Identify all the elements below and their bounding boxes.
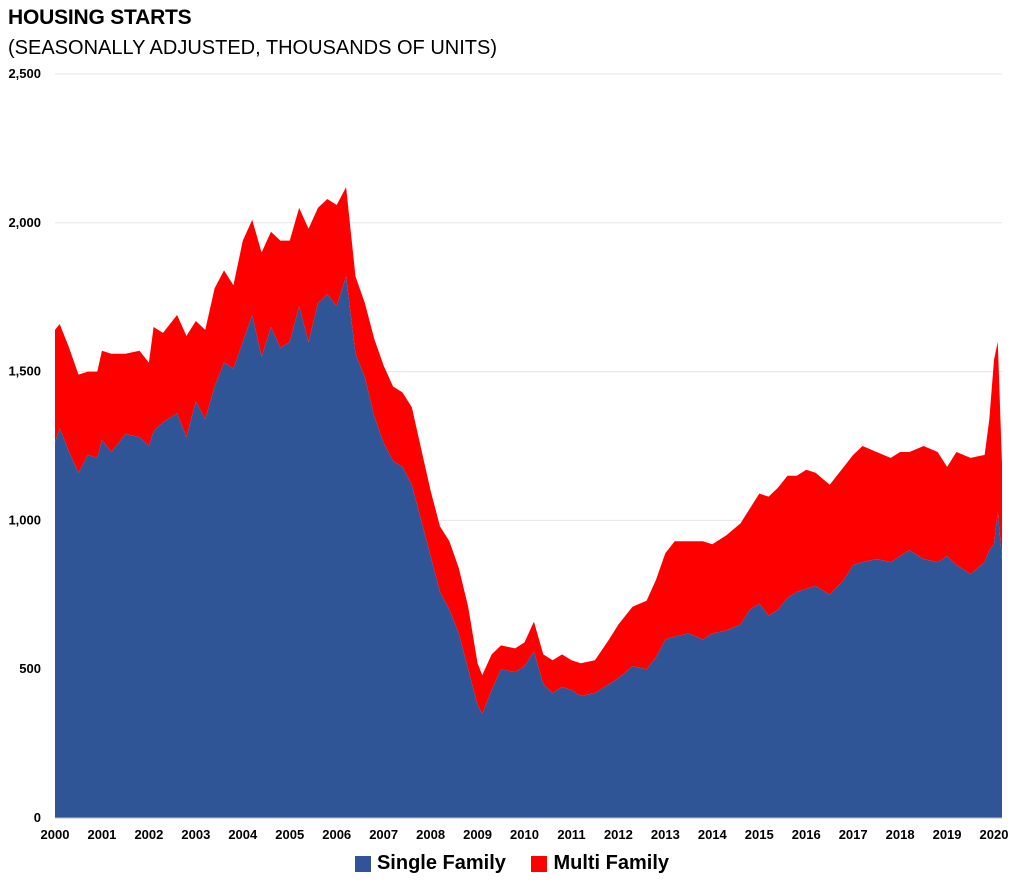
y-tick-label: 2,500 (8, 66, 41, 81)
legend-label-multi-family: Multi Family (553, 852, 670, 874)
legend-item-single-family: Single Family (354, 852, 506, 875)
x-tick-label: 2011 (557, 827, 585, 842)
legend-item-multi-family: Multi Family (531, 852, 669, 875)
x-tick-label: 2001 (87, 827, 116, 842)
y-tick-label: 2,000 (8, 215, 41, 230)
legend-label-single-family: Single Family (376, 852, 506, 874)
chart-subtitle: (SEASONALLY ADJUSTED, THOUSANDS OF UNITS… (8, 37, 497, 59)
area-multi-family (55, 187, 1002, 714)
x-tick-label: 2019 (933, 827, 962, 842)
x-tick-label: 2006 (322, 827, 351, 842)
y-tick-label: 500 (19, 661, 41, 676)
x-tick-label: 2013 (651, 827, 680, 842)
y-tick-label: 0 (34, 810, 41, 825)
area-single-family (55, 276, 1002, 818)
x-tick-label: 2015 (745, 827, 774, 842)
x-tick-label: 2005 (275, 827, 304, 842)
x-tick-label: 2004 (228, 827, 258, 842)
x-tick-label: 2002 (134, 827, 163, 842)
x-tick-label: 2010 (510, 827, 539, 842)
x-tick-label: 2017 (839, 827, 868, 842)
chart-legend: Single Family Multi Family (0, 852, 1024, 878)
y-tick-label: 1,000 (8, 512, 41, 527)
legend-swatch-single-family (354, 855, 371, 872)
x-tick-label: 2020 (980, 827, 1009, 842)
housing-starts-chart: 0 500 1,000 1,500 2,000 2,500 2000 2001 2002 200… (8, 66, 1009, 842)
x-tick-label: 2016 (792, 827, 821, 842)
x-tick-label: 2008 (416, 827, 445, 842)
legend-swatch-multi-family (531, 855, 548, 872)
x-tick-label: 2000 (41, 827, 70, 842)
x-tick-label: 2009 (463, 827, 492, 842)
x-tick-label: 2003 (181, 827, 210, 842)
x-tick-label: 2014 (698, 827, 728, 842)
x-tick-label: 2007 (369, 827, 398, 842)
y-tick-label: 1,500 (8, 364, 41, 379)
x-tick-label: 2018 (886, 827, 915, 842)
chart-title: HOUSING STARTS (8, 6, 192, 29)
x-tick-label: 2012 (604, 827, 633, 842)
